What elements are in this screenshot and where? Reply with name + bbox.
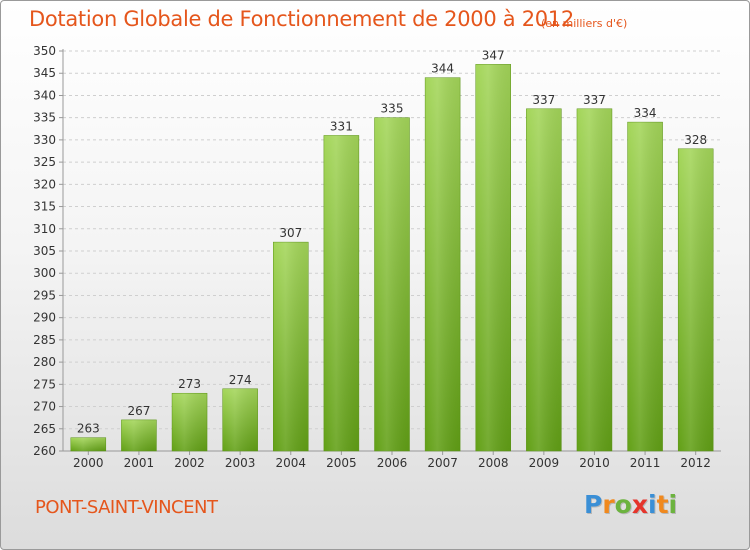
- y-tick-label: 295: [33, 288, 56, 302]
- y-tick-label: 270: [33, 400, 56, 414]
- logo-letter: P: [584, 490, 603, 519]
- x-tick-label: 2007: [427, 456, 458, 470]
- x-tick-label: 2004: [275, 456, 306, 470]
- logo-letter: i: [668, 490, 678, 519]
- bar-shine: [678, 148, 714, 451]
- x-tick-label: 2010: [579, 456, 610, 470]
- bar-shine: [172, 393, 208, 451]
- y-tick-label: 290: [33, 311, 56, 325]
- x-tick-label: 2012: [680, 456, 711, 470]
- value-label: 328: [684, 133, 707, 147]
- x-tick-label: 2000: [73, 456, 104, 470]
- proxiti-logo: Proxiti: [584, 490, 677, 519]
- y-tick-label: 350: [33, 44, 56, 58]
- bars: [70, 64, 714, 452]
- value-label: 344: [431, 62, 454, 76]
- value-label: 347: [482, 48, 505, 62]
- y-tick-label: 300: [33, 266, 56, 280]
- bar-shine: [273, 242, 309, 451]
- value-label: 334: [634, 106, 657, 120]
- x-tick-label: 2011: [630, 456, 661, 470]
- x-tick-label: 2009: [529, 456, 560, 470]
- x-tick-label: 2008: [478, 456, 509, 470]
- logo-letter: x: [631, 490, 648, 519]
- y-tick-label: 325: [33, 155, 56, 169]
- y-tick-label: 265: [33, 422, 56, 436]
- labels: 260 265 270 275 280 285 290 295 300 305 310 315 320 3…: [33, 44, 711, 470]
- chart-title: Dotation Globale de Fonctionnement de 20…: [29, 7, 574, 31]
- bar-shine: [425, 77, 461, 452]
- bar-shine: [374, 117, 410, 452]
- units-note: (en milliers d'€): [541, 17, 628, 30]
- bar-shine: [627, 122, 663, 451]
- value-label: 337: [532, 93, 555, 107]
- x-tick-label: 2006: [377, 456, 408, 470]
- logo-letter: o: [614, 490, 632, 519]
- value-label: 335: [381, 102, 404, 116]
- y-tick-label: 315: [33, 200, 56, 214]
- logo-letter: t: [656, 490, 669, 519]
- value-label: 273: [178, 377, 201, 391]
- bar-shine: [526, 108, 562, 452]
- bar-shine: [576, 108, 612, 452]
- value-label: 337: [583, 93, 606, 107]
- y-tick-label: 260: [33, 444, 56, 458]
- y-tick-label: 340: [33, 88, 56, 102]
- logo-letter: r: [602, 490, 615, 519]
- value-label: 267: [127, 404, 150, 418]
- value-label: 263: [77, 422, 100, 436]
- bar-shine: [475, 64, 511, 452]
- x-tick-label: 2001: [124, 456, 155, 470]
- y-tick-label: 285: [33, 333, 56, 347]
- bar-shine: [121, 419, 157, 451]
- y-tick-label: 330: [33, 133, 56, 147]
- y-tick-label: 310: [33, 222, 56, 236]
- y-tick-label: 320: [33, 177, 56, 191]
- commune-name: PONT-SAINT-VINCENT: [35, 497, 218, 518]
- logo-letter: i: [648, 490, 657, 519]
- x-tick-label: 2003: [225, 456, 256, 470]
- value-label: 331: [330, 119, 353, 133]
- x-tick-label: 2005: [326, 456, 357, 470]
- value-label: 307: [279, 226, 302, 240]
- y-tick-label: 280: [33, 355, 56, 369]
- bar-shine: [222, 388, 258, 451]
- y-tick-label: 305: [33, 244, 56, 258]
- y-tick-label: 275: [33, 377, 56, 391]
- bar-shine: [70, 437, 106, 451]
- y-tick-label: 345: [33, 66, 56, 80]
- x-tick-label: 2002: [174, 456, 205, 470]
- value-label: 274: [229, 373, 252, 387]
- y-tick-label: 335: [33, 111, 56, 125]
- bar-shine: [323, 135, 359, 451]
